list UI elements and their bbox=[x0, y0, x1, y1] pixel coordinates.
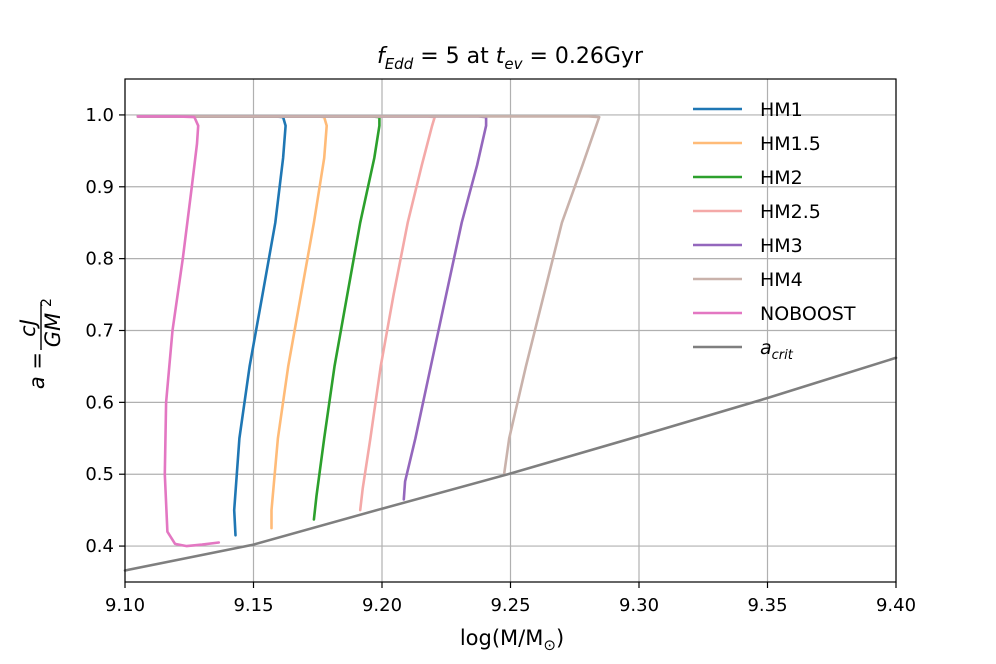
y-label-denominator: GM bbox=[41, 313, 65, 347]
series-line-a-crit bbox=[123, 356, 898, 572]
grid-lines bbox=[124, 79, 897, 582]
series-line-hm3 bbox=[136, 115, 488, 501]
x-axis-label: log(M/M⊙) bbox=[460, 626, 564, 654]
x-tick-label: 9.40 bbox=[876, 595, 916, 616]
x-tick-label: 9.20 bbox=[362, 595, 402, 616]
legend-label-hm1-5: HM1.5 bbox=[760, 133, 821, 155]
series-line-hm1 bbox=[136, 115, 287, 537]
legend-label-a-crit: acrit bbox=[760, 337, 794, 363]
y-label-numerator: cJ bbox=[16, 319, 40, 337]
y-tick-label: 0.8 bbox=[85, 249, 114, 270]
series-line-noboost bbox=[136, 115, 221, 548]
axis-ticks: 9.10 9.15 9.20 9.25 9.30 9.35 9.40 0.4 0.5 0.6 0.7… bbox=[85, 105, 916, 616]
legend: HM1 HM1.5 HM2 HM2.5 HM3 HM4 NOBOOST acrit bbox=[693, 99, 856, 363]
y-tick-label: 0.9 bbox=[85, 177, 114, 198]
x-tick-label: 9.30 bbox=[619, 595, 659, 616]
y-tick-label: 0.5 bbox=[85, 464, 114, 485]
legend-label-hm2-5: HM2.5 bbox=[760, 201, 821, 223]
legend-label-hm2: HM2 bbox=[760, 167, 803, 189]
y-tick-label: 0.4 bbox=[85, 536, 114, 557]
x-tick-label: 9.25 bbox=[490, 595, 530, 616]
y-tick-label: 0.6 bbox=[85, 392, 114, 413]
x-tick-label: 9.35 bbox=[747, 595, 787, 616]
y-axis-label: a = cJ GM 2 bbox=[16, 298, 65, 389]
series-line-hm4 bbox=[136, 115, 601, 476]
x-tick-label: 9.15 bbox=[233, 595, 273, 616]
series-layer bbox=[123, 115, 898, 572]
legend-label-hm3: HM3 bbox=[760, 235, 803, 257]
legend-label-noboost: NOBOOST bbox=[760, 303, 856, 325]
y-label-power: 2 bbox=[39, 298, 55, 307]
y-label-lhs: a = bbox=[25, 352, 49, 389]
legend-label-hm4: HM4 bbox=[760, 269, 803, 291]
y-tick-label: 1.0 bbox=[85, 105, 114, 126]
chart-title: fEdd = 5 at tev = 0.26Gyr bbox=[377, 44, 644, 73]
legend-label-hm1: HM1 bbox=[760, 99, 803, 121]
y-tick-label: 0.7 bbox=[85, 321, 114, 342]
x-tick-label: 9.10 bbox=[105, 595, 145, 616]
series-line-hm2-5 bbox=[136, 115, 436, 512]
